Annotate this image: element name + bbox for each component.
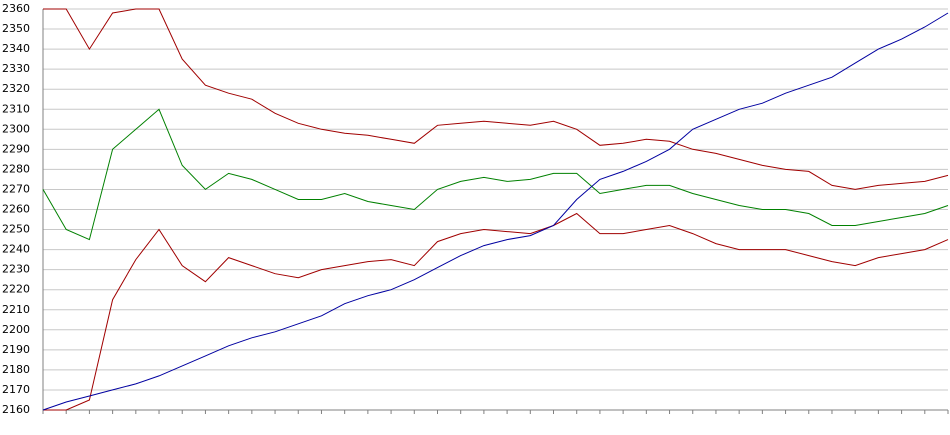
y-tick-label: 2210 bbox=[2, 303, 30, 316]
y-tick-label: 2330 bbox=[2, 62, 30, 75]
y-tick-label: 2230 bbox=[2, 263, 30, 276]
y-tick-label: 2240 bbox=[2, 243, 30, 256]
y-tick-label: 2360 bbox=[2, 2, 30, 15]
y-tick-label: 2200 bbox=[2, 323, 30, 336]
series-line bbox=[42, 108, 949, 241]
y-tick-label: 2350 bbox=[2, 22, 30, 35]
y-tick-label: 2160 bbox=[2, 403, 30, 416]
series-line bbox=[43, 212, 949, 411]
y-tick-label: 2250 bbox=[2, 223, 30, 236]
y-tick-label: 2270 bbox=[2, 182, 30, 195]
y-tick-label: 2180 bbox=[2, 363, 30, 376]
y-tick-label: 2310 bbox=[2, 102, 30, 115]
y-tick-label: 2340 bbox=[2, 42, 30, 55]
y-tick-label: 2300 bbox=[2, 122, 30, 135]
series-line bbox=[43, 8, 949, 190]
y-tick-label: 2320 bbox=[2, 82, 30, 95]
y-tick-label: 2220 bbox=[2, 283, 30, 296]
series-line bbox=[42, 12, 949, 411]
y-tick-label: 2260 bbox=[2, 203, 30, 216]
y-tick-label: 2190 bbox=[2, 343, 30, 356]
y-tick-label: 2290 bbox=[2, 142, 30, 155]
y-tick-label: 2170 bbox=[2, 383, 30, 396]
y-tick-label: 2280 bbox=[2, 162, 30, 175]
